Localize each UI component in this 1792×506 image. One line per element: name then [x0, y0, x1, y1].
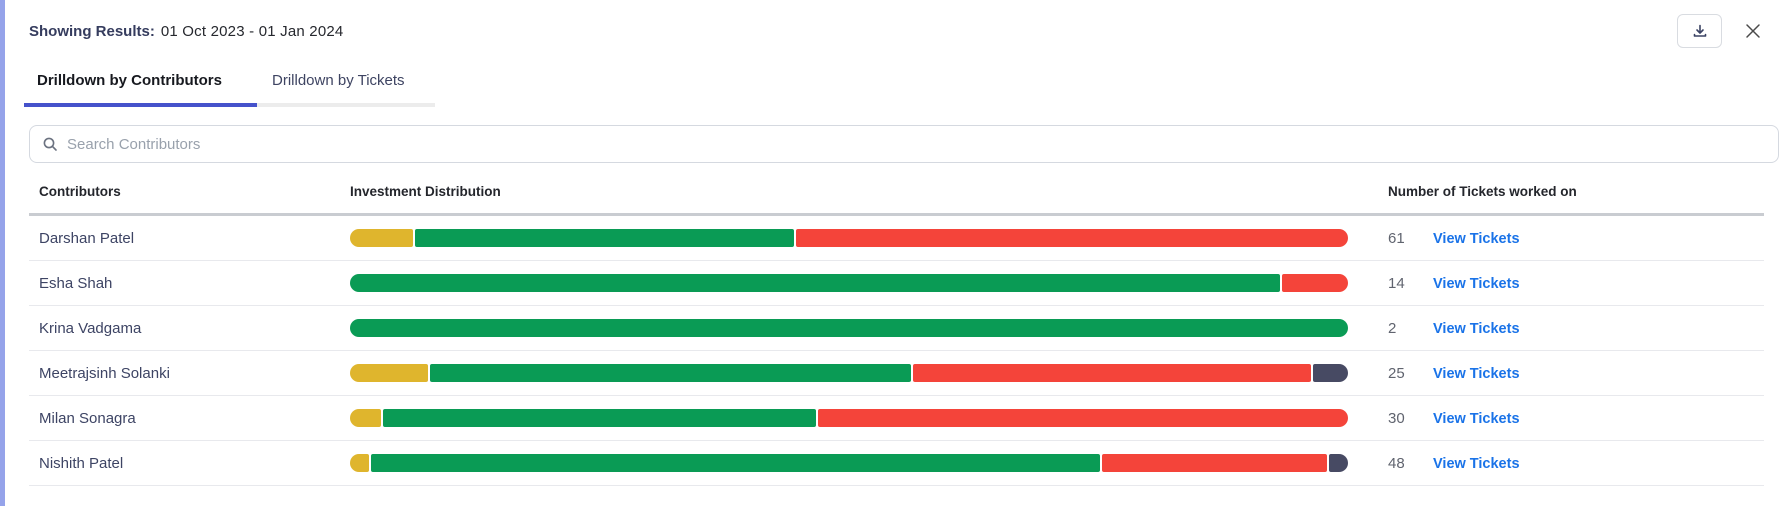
ticket-count: 2: [1388, 319, 1397, 337]
contributor-name: Darshan Patel: [39, 229, 135, 247]
investment-distribution-bar: [350, 274, 1348, 292]
column-header-investment-distribution: Investment Distribution: [350, 184, 501, 199]
bar-segment-green: [414, 229, 795, 247]
tab-drilldown-by-tickets[interactable]: Drilldown by Tickets: [257, 72, 435, 107]
ticket-count: 30: [1388, 409, 1405, 427]
bar-segment-red: [912, 364, 1312, 382]
table-row: Krina Vadgama 2 View Tickets: [29, 306, 1764, 351]
contributor-name: Milan Sonagra: [39, 409, 136, 427]
bar-segment-red: [1282, 274, 1348, 292]
results-header: Showing Results: 01 Oct 2023 - 01 Jan 20…: [5, 0, 1792, 48]
bar-segment-dark: [1313, 364, 1348, 382]
search-bar[interactable]: [29, 125, 1779, 163]
ticket-count: 25: [1388, 364, 1405, 382]
table-row: Darshan Patel 61 View Tickets: [29, 216, 1764, 261]
contributor-name: Meetrajsinh Solanki: [39, 364, 170, 382]
bar-segment-green: [370, 454, 1100, 472]
table-row: Meetrajsinh Solanki 25 View Tickets: [29, 351, 1764, 396]
ticket-count: 48: [1388, 454, 1405, 472]
view-tickets-link[interactable]: View Tickets: [1433, 275, 1520, 292]
bar-segment-yellow: [350, 229, 413, 247]
bar-segment-yellow: [350, 454, 369, 472]
contributor-name: Nishith Patel: [39, 454, 124, 472]
drilldown-tabs: Drilldown by Contributors Drilldown by T…: [5, 72, 1792, 107]
table-row: Esha Shah 14 View Tickets: [29, 261, 1764, 306]
close-icon: [1743, 21, 1763, 41]
contributors-table: Contributors Investment Distribution Num…: [29, 163, 1764, 486]
view-tickets-link[interactable]: View Tickets: [1433, 365, 1520, 382]
date-range-value: 01 Oct 2023 - 01 Jan 2024: [160, 22, 344, 40]
bar-segment-red: [1101, 454, 1328, 472]
tab-drilldown-by-contributors[interactable]: Drilldown by Contributors: [24, 72, 257, 107]
column-header-number-of-tickets: Number of Tickets worked on: [1388, 184, 1577, 199]
investment-distribution-bar: [350, 454, 1349, 472]
column-header-contributors: Contributors: [39, 184, 121, 199]
bar-segment-red: [818, 409, 1348, 427]
investment-distribution-bar: [350, 319, 1348, 337]
bar-segment-green: [350, 274, 1281, 292]
bar-segment-red: [796, 229, 1348, 247]
ticket-count: 14: [1388, 274, 1405, 292]
search-icon: [42, 136, 58, 152]
view-tickets-link[interactable]: View Tickets: [1433, 320, 1520, 337]
bar-segment-green: [430, 364, 911, 382]
bar-segment-dark: [1329, 454, 1349, 472]
bar-segment-green: [382, 409, 817, 427]
investment-distribution-bar: [350, 364, 1348, 382]
view-tickets-link[interactable]: View Tickets: [1433, 410, 1520, 427]
download-button[interactable]: [1677, 14, 1722, 48]
view-tickets-link[interactable]: View Tickets: [1433, 230, 1520, 247]
ticket-count: 61: [1388, 229, 1405, 247]
table-header: Contributors Investment Distribution Num…: [29, 163, 1764, 216]
contributor-name: Krina Vadgama: [39, 319, 142, 337]
close-button[interactable]: [1736, 14, 1770, 48]
table-row: Nishith Patel 48 View Tickets: [29, 441, 1764, 486]
view-tickets-link[interactable]: View Tickets: [1433, 455, 1520, 472]
table-row: Milan Sonagra 30 View Tickets: [29, 396, 1764, 441]
search-input[interactable]: [67, 135, 1766, 153]
showing-results-label: Showing Results:: [29, 22, 155, 40]
bar-segment-yellow: [350, 409, 381, 427]
contributor-name: Esha Shah: [39, 274, 113, 292]
bar-segment-yellow: [350, 364, 429, 382]
download-icon: [1692, 23, 1708, 39]
investment-distribution-bar: [350, 229, 1348, 247]
bar-segment-green: [350, 319, 1348, 337]
investment-distribution-bar: [350, 409, 1348, 427]
